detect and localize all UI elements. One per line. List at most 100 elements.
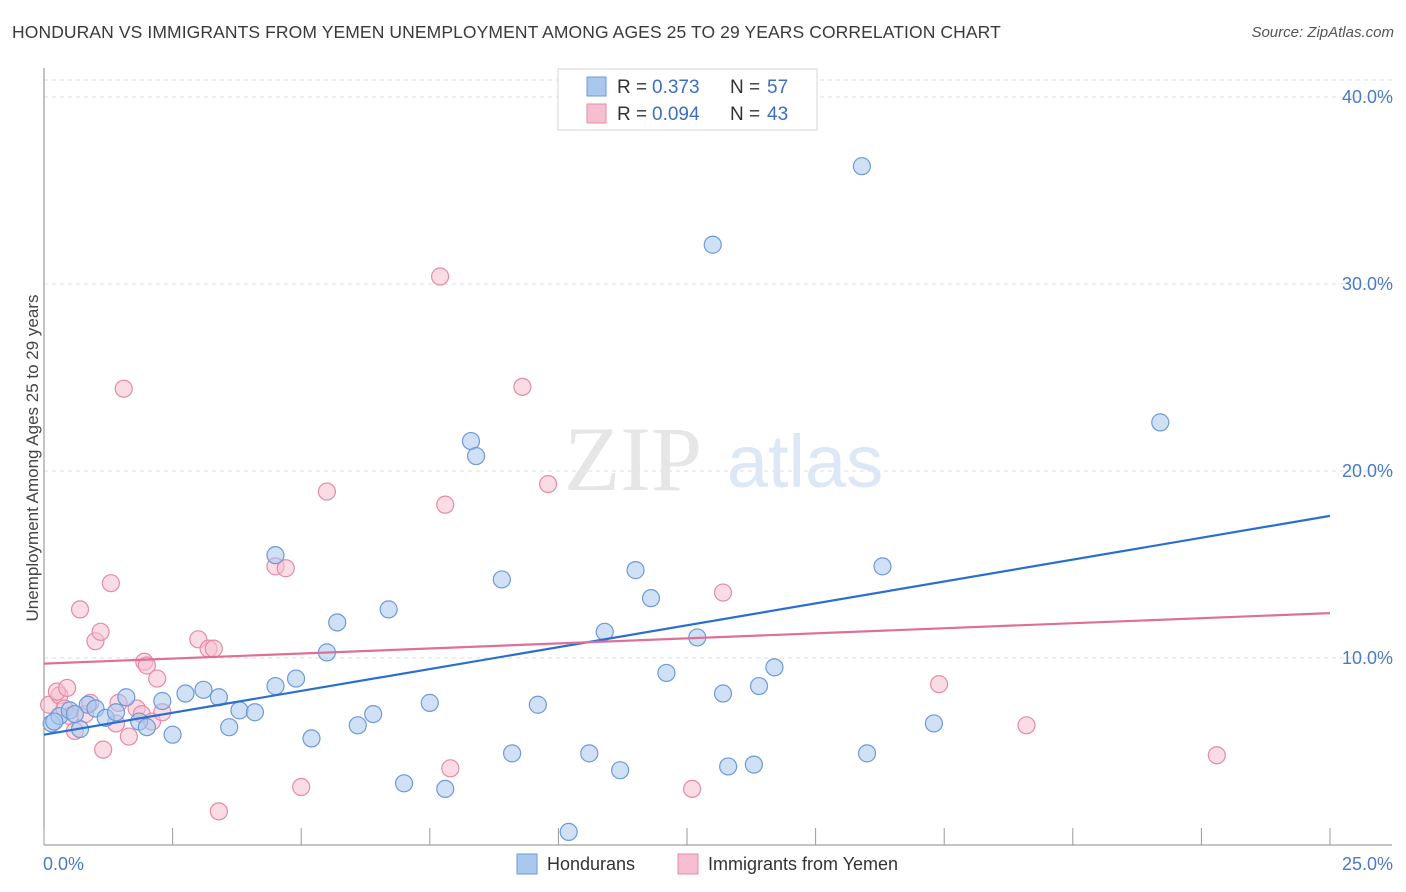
y-tick-label: 10.0% xyxy=(1342,648,1393,668)
data-point-honduran xyxy=(106,703,126,722)
data-point-honduran xyxy=(194,680,213,699)
y-tick-label: 30.0% xyxy=(1342,274,1393,294)
data-point-honduran xyxy=(559,822,578,842)
data-point-yemen xyxy=(276,559,295,578)
data-point-honduran xyxy=(749,676,769,696)
data-point-yemen xyxy=(1017,716,1036,735)
data-point-yemen xyxy=(539,474,558,494)
data-point-honduran xyxy=(528,695,547,714)
data-point-yemen xyxy=(430,267,450,286)
chart-title: HONDURAN VS IMMIGRANTS FROM YEMEN UNEMPL… xyxy=(12,22,1001,42)
y-tick-labels: 10.0% 20.0% 30.0% 40.0% xyxy=(1342,87,1393,668)
data-point-honduran xyxy=(719,757,738,776)
data-point-honduran xyxy=(492,570,511,589)
data-point-yemen xyxy=(292,777,311,797)
data-point-yemen xyxy=(436,495,455,514)
data-point-honduran xyxy=(857,744,877,763)
data-point-honduran xyxy=(852,157,871,176)
data-point-honduran xyxy=(924,714,944,733)
data-point-yemen xyxy=(91,622,110,641)
trend-line-yemen xyxy=(43,612,1331,665)
data-point-yemen xyxy=(94,740,113,759)
watermark-atlas: atlas xyxy=(727,420,883,503)
data-point-yemen xyxy=(137,656,156,675)
data-point-honduran xyxy=(503,744,522,763)
data-point-honduran xyxy=(744,755,763,774)
legend-swatch-pink xyxy=(586,103,607,124)
data-point-honduran xyxy=(137,718,156,737)
data-point-yemen xyxy=(713,583,733,602)
y-tick-label: 40.0% xyxy=(1342,87,1393,107)
data-point-honduran xyxy=(348,716,367,735)
data-point-yemen xyxy=(317,482,337,501)
data-point-yemen xyxy=(148,669,167,688)
gridlines xyxy=(44,79,1392,659)
data-point-yemen xyxy=(683,779,702,799)
data-point-honduran xyxy=(220,718,239,737)
bottom-legend-label-yemen: Immigrants from Yemen xyxy=(708,854,898,874)
data-point-honduran xyxy=(328,613,347,632)
source-label: Source: ZipAtlas.com xyxy=(1251,24,1394,41)
data-point-honduran xyxy=(657,663,676,683)
data-point-honduran xyxy=(153,691,172,711)
data-point-honduran xyxy=(163,725,182,744)
bottom-legend-swatch-hondurans xyxy=(516,853,538,875)
series-immigrants-from-yemen xyxy=(40,267,1226,821)
x-tick-label: 25.0% xyxy=(1342,854,1393,874)
data-point-yemen xyxy=(929,675,949,694)
legend-n-value: 43 xyxy=(767,104,788,125)
data-point-honduran xyxy=(394,774,414,793)
bottom-legend-swatch-yemen xyxy=(677,853,699,875)
data-point-honduran xyxy=(176,684,195,703)
axes xyxy=(43,68,1392,846)
legend-n-label: N = xyxy=(730,77,760,98)
legend-r-value: 0.094 xyxy=(652,104,700,125)
data-point-honduran xyxy=(765,658,784,677)
data-point-yemen xyxy=(513,377,532,396)
data-point-honduran xyxy=(364,704,383,724)
data-point-honduran xyxy=(266,676,285,696)
data-point-honduran xyxy=(266,546,285,565)
watermark-zip: ZIP xyxy=(564,408,702,510)
legend-r-label: R = xyxy=(617,104,647,125)
data-point-honduran xyxy=(302,729,321,748)
data-point-honduran xyxy=(1151,413,1170,432)
data-point-honduran xyxy=(420,693,439,712)
data-point-honduran xyxy=(641,589,661,608)
data-point-honduran xyxy=(873,557,892,576)
data-point-yemen xyxy=(1207,746,1226,765)
data-point-yemen xyxy=(114,379,133,398)
legend-swatch-blue xyxy=(586,76,607,97)
y-tick-label: 20.0% xyxy=(1342,461,1393,481)
data-point-honduran xyxy=(713,684,733,703)
legend-n-label: N = xyxy=(730,104,760,125)
x-tick-label: 0.0% xyxy=(43,854,84,874)
data-point-honduran xyxy=(286,669,306,688)
data-point-yemen xyxy=(441,759,460,778)
data-point-honduran xyxy=(703,235,722,254)
data-point-honduran xyxy=(230,701,249,720)
data-point-honduran xyxy=(65,704,84,724)
legend-r-value: 0.373 xyxy=(652,77,700,98)
data-point-honduran xyxy=(436,779,455,799)
data-point-yemen xyxy=(209,802,228,821)
legend-r-label: R = xyxy=(617,77,647,98)
legend-n-value: 57 xyxy=(767,77,788,98)
x-tick-labels: 0.0% 25.0% xyxy=(43,854,1393,874)
data-point-honduran xyxy=(626,561,645,580)
bottom-legend-label-hondurans: Hondurans xyxy=(547,854,635,874)
data-point-honduran xyxy=(245,703,265,722)
correlation-legend: R = 0.373 N = 57 R = 0.094 N = 43 xyxy=(557,68,818,131)
data-point-yemen xyxy=(70,600,90,619)
data-point-honduran xyxy=(466,446,486,466)
data-point-yemen xyxy=(101,574,120,593)
data-point-yemen xyxy=(119,727,138,746)
trend-line-hondurans xyxy=(43,514,1331,736)
data-point-yemen xyxy=(204,639,223,658)
data-point-honduran xyxy=(580,744,599,763)
data-point-yemen xyxy=(58,678,77,698)
data-point-honduran xyxy=(45,712,64,731)
data-point-honduran xyxy=(379,600,398,619)
series-legend: Hondurans Immigrants from Yemen xyxy=(516,853,898,875)
